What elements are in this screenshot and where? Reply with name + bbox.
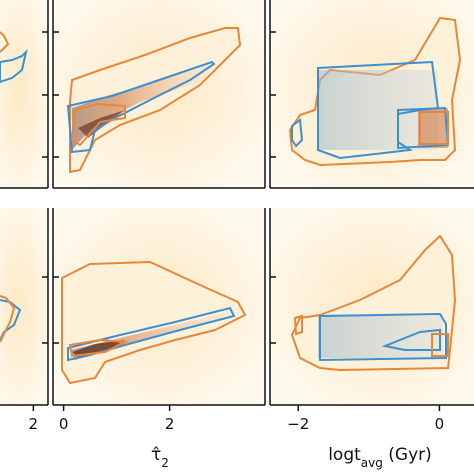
panel-left-top [0,0,49,189]
orange-contour-inner [70,102,126,147]
x-tick-labels: 2 [29,405,39,433]
blue-contour [319,312,447,362]
blue-contour-small [291,118,304,148]
orange-contour-outer [61,260,247,385]
blue-contour [66,60,216,154]
orange-contour [0,295,16,343]
x-axis-label-middle: τ̂2 [151,445,169,470]
orange-contour-small [293,314,303,336]
orange-contour-inner [68,338,129,358]
density-background [0,0,48,188]
panel-middle-top [52,0,266,189]
x-tick-label: 0 [435,415,445,433]
orange-contour-inner [419,111,449,145]
orange-density [418,108,448,148]
panel-left-bottom: 2 [0,208,49,433]
blue-contour [0,48,28,84]
x-tick-label: 2 [29,415,39,433]
x-axis-label-right: logtavg (Gyr) [328,445,432,470]
panel-right-bottom: −2 0 [269,208,474,433]
orange-density-core [78,110,125,138]
panel-right-top [269,0,474,189]
blue-contour [67,306,236,362]
x-tick-label: −2 [287,415,309,433]
blue-density [318,316,443,358]
orange-contour [0,31,10,53]
density-background [0,208,48,405]
x-tick-label: 2 [165,415,175,433]
blue-contour-inner [381,328,441,351]
x-tick-labels: −2 0 [287,405,444,433]
orange-contour-inner [431,333,449,357]
x-tick-label: 0 [59,415,69,433]
orange-contour-outer [69,27,242,174]
